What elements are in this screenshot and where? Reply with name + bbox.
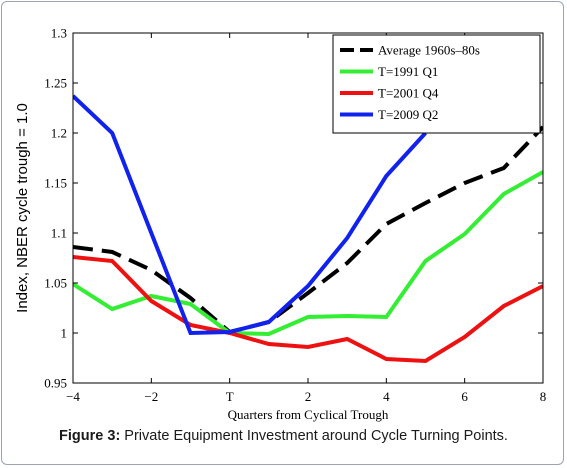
legend-label: T=2001 Q4 bbox=[378, 86, 439, 101]
series-line-1 bbox=[73, 125, 543, 335]
y-tick-label: 1.05 bbox=[44, 276, 67, 291]
y-tick-label: 1.15 bbox=[44, 176, 67, 191]
y-tick-label: 1 bbox=[61, 326, 68, 341]
y-tick-label: 1.1 bbox=[51, 226, 67, 241]
y-tick-label: 1.3 bbox=[51, 26, 67, 41]
legend-label: Average 1960s–80s bbox=[378, 43, 480, 58]
series-line-3 bbox=[73, 255, 543, 364]
caption-text: Private Equipment Investment around Cycl… bbox=[120, 428, 508, 444]
x-tick-label: −2 bbox=[144, 389, 158, 404]
x-tick-label: 2 bbox=[305, 389, 312, 404]
line-chart: −4 −2 T 2 4 6 8 0.95 1 1.05 1.1 1.15 1.2 1.25 1.3 Aver… bbox=[14, 26, 546, 423]
y-tick-label: 0.95 bbox=[44, 376, 67, 391]
y-tick-label: 1.2 bbox=[51, 126, 67, 141]
x-tick-label: −4 bbox=[66, 389, 80, 404]
x-tick-label: T bbox=[226, 389, 234, 404]
y-tick-label: 1.25 bbox=[44, 76, 67, 91]
legend: Average 1960s–80s T=1991 Q1 T=2001 Q4 T=200… bbox=[332, 34, 541, 134]
x-tick-label: 8 bbox=[540, 389, 547, 404]
x-axis-label: Quarters from Cyclical Trough bbox=[228, 407, 389, 422]
series-line-4 bbox=[73, 94, 427, 336]
series-layer bbox=[73, 94, 543, 364]
legend-label: T=1991 Q1 bbox=[378, 64, 438, 79]
legend-label: T=2009 Q2 bbox=[378, 107, 438, 122]
figure-caption: Figure 3: Private Equipment Investment a… bbox=[0, 428, 567, 444]
caption-prefix: Figure 3: bbox=[59, 428, 121, 444]
tick-layer: −4 −2 T 2 4 6 8 0.95 1 1.05 1.1 1.15 1.2 1.25 1.3 bbox=[44, 26, 546, 405]
series-line-2 bbox=[73, 170, 543, 337]
y-axis-label: Index, NBER cycle trough = 1.0 bbox=[14, 103, 31, 313]
x-tick-label: 6 bbox=[461, 389, 468, 404]
x-tick-label: 4 bbox=[383, 389, 390, 404]
